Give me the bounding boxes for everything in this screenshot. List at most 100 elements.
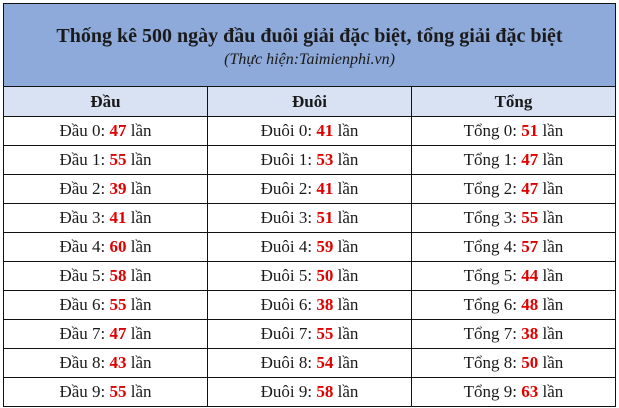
cell-duoi: Đuôi 3: 51 lần — [207, 203, 412, 233]
cell-duoi: Đuôi 0: 41 lần — [207, 116, 412, 146]
cell-unit: lần — [542, 237, 564, 256]
table-row: Đầu 4: 60 lần Đuôi 4: 59 lần Tổng 4: 57 lầ… — [3, 232, 616, 262]
cell-count: 43 — [109, 353, 127, 372]
table-row: Đầu 0: 47 lần Đuôi 0: 41 lần Tổng 0: 51 lầ… — [3, 116, 616, 146]
cell-unit: lần — [130, 208, 152, 227]
table-subtitle: (Thực hiện:Taimienphi.vn) — [224, 51, 395, 68]
cell-label: Đầu 5: — [59, 266, 106, 285]
cell-tong: Tổng 2: 47 lần — [411, 174, 616, 204]
cell-tong: Tổng 9: 63 lần — [411, 377, 616, 407]
cell-duoi: Đuôi 2: 41 lần — [207, 174, 412, 204]
cell-duoi: Đuôi 5: 50 lần — [207, 261, 412, 291]
column-header-duoi: Đuôi — [207, 86, 412, 117]
cell-dau: Đầu 5: 58 lần — [3, 261, 208, 291]
cell-unit: lần — [542, 179, 564, 198]
cell-label: Tổng 6: — [463, 295, 518, 314]
cell-unit: lần — [130, 382, 152, 401]
cell-unit: lần — [542, 382, 564, 401]
cell-count: 59 — [316, 237, 334, 256]
cell-unit: lần — [130, 324, 152, 343]
cell-label: Tổng 7: — [463, 324, 518, 343]
cell-label: Đuôi 5: — [260, 266, 313, 285]
cell-duoi: Đuôi 7: 55 lần — [207, 319, 412, 349]
title-cell: Thống kê 500 ngày đầu đuôi giải đặc biệt… — [3, 3, 616, 87]
cell-unit: lần — [337, 237, 359, 256]
cell-count: 54 — [316, 353, 334, 372]
cell-dau: Đầu 4: 60 lần — [3, 232, 208, 262]
cell-count: 51 — [521, 121, 539, 140]
cell-label: Đầu 9: — [59, 382, 106, 401]
cell-unit: lần — [542, 295, 564, 314]
cell-dau: Đầu 9: 55 lần — [3, 377, 208, 407]
cell-duoi: Đuôi 8: 54 lần — [207, 348, 412, 378]
cell-dau: Đầu 6: 55 lần — [3, 290, 208, 320]
cell-count: 44 — [521, 266, 539, 285]
cell-tong: Tổng 4: 57 lần — [411, 232, 616, 262]
cell-unit: lần — [542, 150, 564, 169]
cell-unit: lần — [130, 121, 152, 140]
cell-duoi: Đuôi 6: 38 lần — [207, 290, 412, 320]
cell-tong: Tổng 6: 48 lần — [411, 290, 616, 320]
cell-tong: Tổng 3: 55 lần — [411, 203, 616, 233]
cell-duoi: Đuôi 1: 53 lần — [207, 145, 412, 175]
cell-count: 63 — [521, 382, 539, 401]
cell-count: 48 — [521, 295, 539, 314]
cell-count: 58 — [316, 382, 334, 401]
cell-unit: lần — [337, 324, 359, 343]
cell-count: 55 — [109, 295, 127, 314]
cell-label: Đuôi 0: — [260, 121, 313, 140]
cell-count: 47 — [109, 121, 127, 140]
cell-label: Đuôi 6: — [260, 295, 313, 314]
cell-count: 38 — [316, 295, 334, 314]
cell-label: Đuôi 2: — [260, 179, 313, 198]
cell-count: 55 — [109, 382, 127, 401]
cell-unit: lần — [337, 121, 359, 140]
cell-tong: Tổng 5: 44 lần — [411, 261, 616, 291]
cell-label: Đuôi 8: — [260, 353, 313, 372]
cell-count: 47 — [521, 179, 539, 198]
cell-count: 55 — [521, 208, 539, 227]
cell-tong: Tổng 8: 50 lần — [411, 348, 616, 378]
cell-count: 55 — [316, 324, 334, 343]
cell-duoi: Đuôi 4: 59 lần — [207, 232, 412, 262]
cell-unit: lần — [130, 295, 152, 314]
cell-unit: lần — [337, 208, 359, 227]
table-row: Đầu 7: 47 lần Đuôi 7: 55 lần Tổng 7: 38 lầ… — [3, 319, 616, 349]
cell-label: Đuôi 7: — [260, 324, 313, 343]
cell-unit: lần — [130, 266, 152, 285]
table-title: Thống kê 500 ngày đầu đuôi giải đặc biệt… — [56, 25, 563, 47]
cell-label: Tổng 5: — [463, 266, 518, 285]
cell-dau: Đầu 7: 47 lần — [3, 319, 208, 349]
cell-label: Tổng 4: — [463, 237, 518, 256]
table-row: Đầu 8: 43 lần Đuôi 8: 54 lần Tổng 8: 50 lầ… — [3, 348, 616, 378]
cell-count: 50 — [316, 266, 334, 285]
cell-label: Tổng 1: — [463, 150, 518, 169]
cell-unit: lần — [542, 324, 564, 343]
cell-label: Đầu 8: — [59, 353, 106, 372]
cell-unit: lần — [337, 295, 359, 314]
cell-count: 50 — [521, 353, 539, 372]
cell-count: 55 — [109, 150, 127, 169]
cell-count: 47 — [109, 324, 127, 343]
cell-label: Đầu 3: — [59, 208, 106, 227]
cell-unit: lần — [337, 266, 359, 285]
cell-dau: Đầu 0: 47 lần — [3, 116, 208, 146]
cell-count: 41 — [109, 208, 127, 227]
cell-count: 58 — [109, 266, 127, 285]
cell-label: Đầu 0: — [59, 121, 106, 140]
cell-unit: lần — [130, 150, 152, 169]
cell-dau: Đầu 2: 39 lần — [3, 174, 208, 204]
cell-tong: Tổng 1: 47 lần — [411, 145, 616, 175]
cell-dau: Đầu 1: 55 lần — [3, 145, 208, 175]
table-row: Đầu 6: 55 lần Đuôi 6: 38 lần Tổng 6: 48 lầ… — [3, 290, 616, 320]
column-header-tong: Tổng — [411, 86, 616, 117]
table-row: Đầu 1: 55 lần Đuôi 1: 53 lần Tổng 1: 47 lầ… — [3, 145, 616, 175]
cell-count: 57 — [521, 237, 539, 256]
cell-unit: lần — [130, 179, 152, 198]
cell-unit: lần — [542, 266, 564, 285]
cell-count: 39 — [109, 179, 127, 198]
cell-unit: lần — [337, 382, 359, 401]
table-row: Đầu 5: 58 lần Đuôi 5: 50 lần Tổng 5: 44 lầ… — [3, 261, 616, 291]
table-row: Đầu 9: 55 lần Đuôi 9: 58 lần Tổng 9: 63 lầ… — [3, 377, 616, 407]
cell-label: Đuôi 3: — [260, 208, 313, 227]
